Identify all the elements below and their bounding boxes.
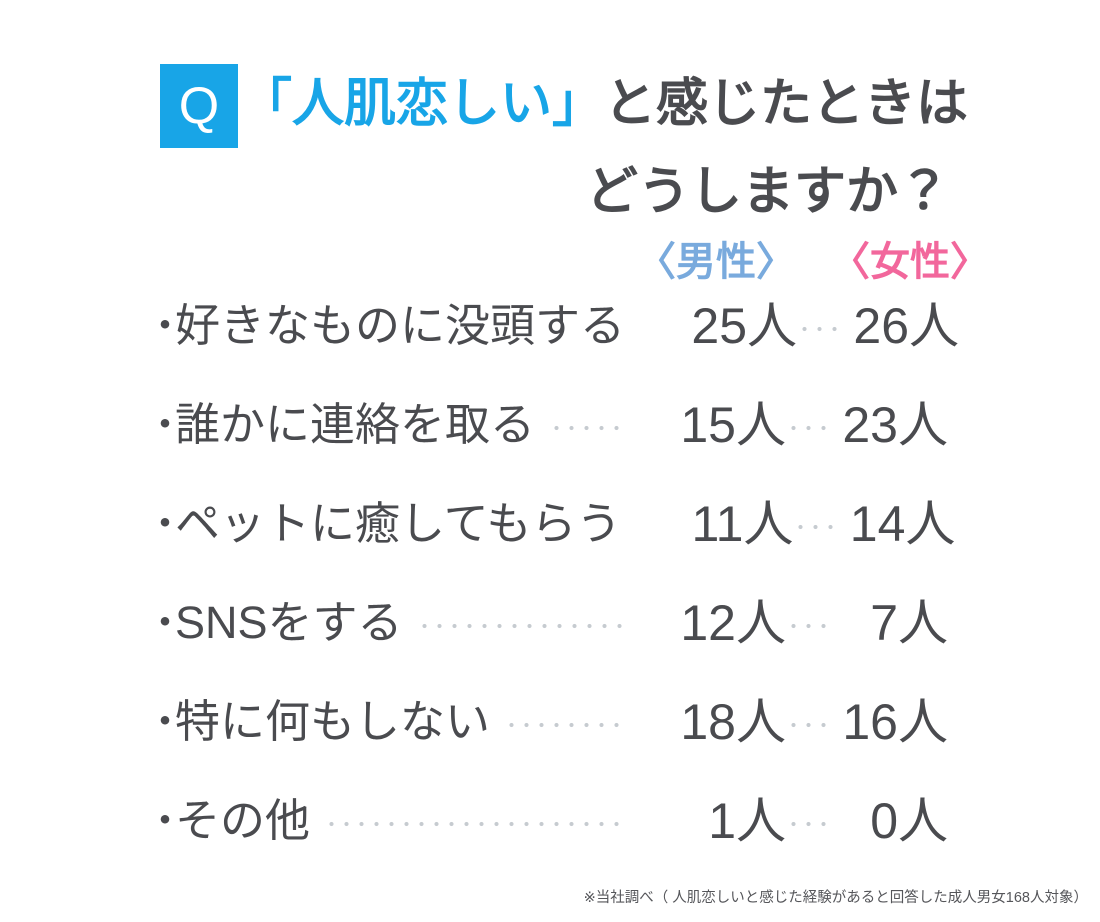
table-row: ・ 好きなものに没頭する 25人 26人 [145, 276, 959, 375]
dot-leader [504, 720, 628, 729]
row-bullet: ・ [145, 303, 185, 348]
question-title-highlight: 「人肌恋しい」 [240, 75, 605, 133]
dot-leader [786, 423, 830, 432]
question-badge: Q [160, 64, 238, 148]
row-label: その他 [175, 795, 311, 846]
male-count: 18人 [680, 693, 786, 750]
male-count: 11人 [691, 495, 794, 552]
dot-leader [797, 324, 842, 333]
survey-footnote: ※当社調べ（ 人肌恋しいと感じた経験があると回答した成人男女168人対象） [583, 890, 1088, 906]
question-badge-letter: Q [178, 77, 220, 135]
column-header-male: 〈男性〉 [636, 240, 796, 284]
row-label: 好きなものに没頭する [175, 300, 626, 351]
row-label: ペットに癒してもらう [175, 498, 622, 549]
table-row: ・ 特に何もしない 18人 16人 [145, 672, 948, 771]
male-count: 15人 [680, 396, 786, 453]
female-count: 23人 [842, 396, 948, 453]
table-row: ・ ペットに癒してもらう 11人 14人 [145, 474, 955, 573]
female-count: 16人 [842, 693, 948, 750]
question-title-line2: どうしますか？ [585, 163, 950, 221]
row-bullet: ・ [145, 402, 185, 447]
male-count: 12人 [680, 594, 786, 651]
table-row: ・ SNSをする 12人 7人 [145, 573, 948, 672]
dot-leader [786, 621, 830, 630]
male-count: 25人 [691, 297, 798, 354]
question-title-line1: 「人肌恋しい」と感じたときは [240, 60, 968, 148]
table-row: ・ その他 1人 0人 [145, 771, 948, 870]
row-bullet: ・ [145, 699, 185, 744]
column-headers: 〈男性〉 〈女性〉 [145, 236, 990, 288]
female-count: 7人 [870, 594, 948, 651]
row-bullet: ・ [145, 798, 185, 843]
question-title-rest: と感じたときは [604, 75, 969, 133]
dot-leader [549, 423, 628, 432]
dot-leader [786, 720, 830, 729]
survey-results-list: ・ 好きなものに没頭する 25人 26人 ・ 誰かに連絡を取る 15人 23人 … [145, 276, 959, 870]
question-title: 「人肌恋しい」と感じたときは どうしますか？ [240, 60, 968, 236]
row-label: SNSをする [175, 597, 403, 648]
row-label: 特に何もしない [175, 696, 491, 747]
female-count: 26人 [853, 297, 960, 354]
dot-leader [793, 522, 838, 531]
female-count: 0人 [870, 792, 948, 849]
row-bullet: ・ [145, 600, 185, 645]
dot-leader [786, 819, 830, 828]
female-count: 14人 [849, 495, 956, 552]
table-row: ・ 誰かに連絡を取る 15人 23人 [145, 375, 948, 474]
dot-leader [416, 621, 628, 630]
column-header-female: 〈女性〉 [830, 240, 990, 284]
row-label: 誰かに連絡を取る [175, 399, 536, 450]
dot-leader [324, 819, 628, 828]
row-bullet: ・ [145, 501, 185, 546]
male-count: 1人 [708, 792, 786, 849]
